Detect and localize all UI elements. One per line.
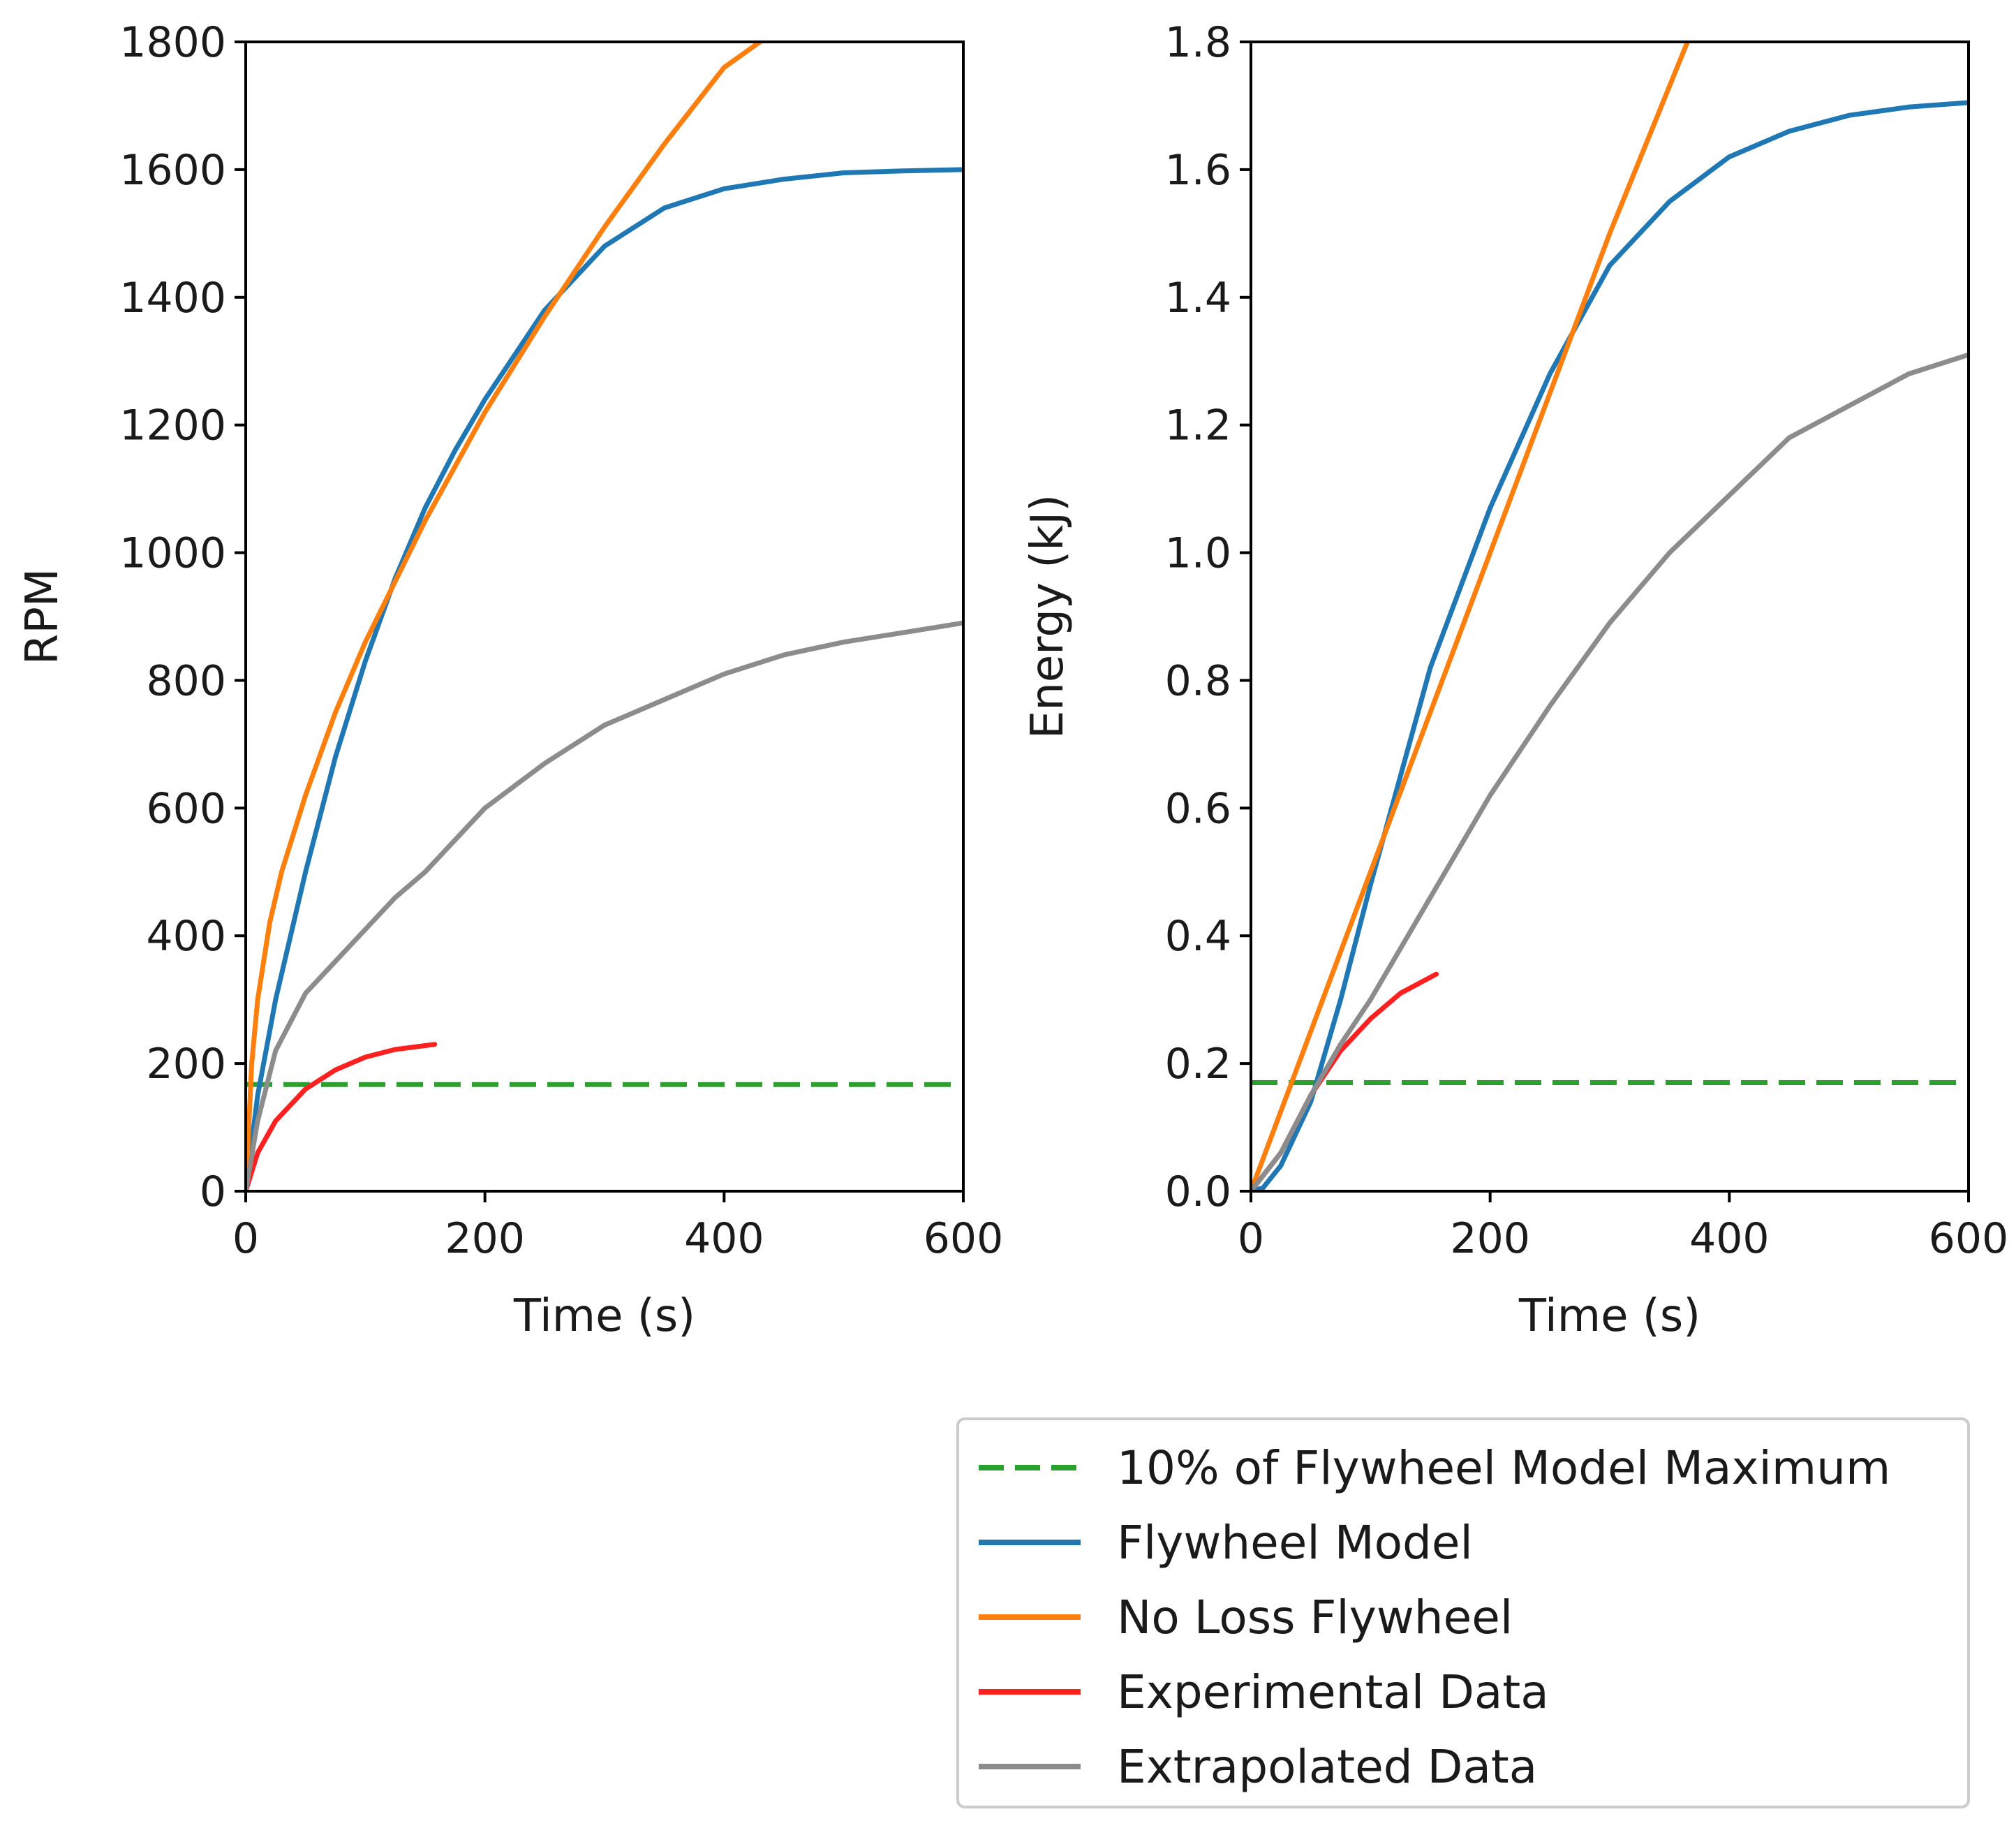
series-line-extrapolated-data	[1251, 352, 1969, 1191]
series-group	[246, 42, 963, 1191]
y-tick-label: 1400	[119, 274, 226, 323]
y-tick-label: 1800	[119, 18, 226, 67]
legend-label-experimental-data: Experimental Data	[1117, 1665, 1549, 1719]
y-tick-label: 0.4	[1165, 912, 1231, 961]
x-tick-label: 400	[684, 1214, 764, 1263]
series-line-flywheel-model	[246, 167, 963, 1191]
y-tick-label: 1.2	[1165, 401, 1231, 450]
legend-label-10-of-flywheel-model-maximum: 10% of Flywheel Model Maximum	[1117, 1441, 1890, 1495]
axes-frame	[244, 40, 965, 1193]
y-tick-label: 0	[200, 1167, 226, 1216]
y-tick-label: 600	[146, 784, 226, 833]
legend-frame	[956, 1417, 1970, 1808]
series-line-extrapolated-data	[246, 620, 963, 1191]
series-line-no-loss-flywheel	[246, 42, 763, 1191]
y-axis-label: RPM	[17, 568, 68, 665]
x-tick-label: 0	[1238, 1214, 1264, 1263]
y-tick-label: 0.2	[1165, 1040, 1231, 1089]
x-tick-label: 200	[445, 1214, 525, 1263]
legend-label-no-loss-flywheel: No Loss Flywheel	[1117, 1591, 1513, 1644]
x-tick-label: 600	[924, 1214, 1004, 1263]
y-tick-label: 1200	[119, 401, 226, 450]
x-tick-label: 400	[1689, 1214, 1770, 1263]
legend-label-extrapolated-data: Extrapolated Data	[1117, 1740, 1537, 1794]
legend-label-flywheel-model: Flywheel Model	[1117, 1516, 1473, 1570]
y-tick-label: 0.8	[1165, 656, 1231, 705]
y-tick-label: 1.6	[1165, 146, 1231, 195]
x-tick-label: 0	[232, 1214, 259, 1263]
rpm-plot: 0 200 400 600 0 200 400 600 800 1000 1200 1400 1600 1…	[17, 18, 1003, 1342]
y-tick-label: 800	[146, 656, 226, 705]
legend: 10% of Flywheel Model Maximum Flywheel Mo…	[956, 1417, 1970, 1808]
y-tick-label: 200	[146, 1040, 226, 1089]
series-line-no-loss-flywheel	[1251, 42, 1690, 1191]
y-tick-label: 0.6	[1165, 784, 1231, 833]
series-group	[1251, 42, 1969, 1191]
x-axis-label: Time (s)	[1518, 1290, 1700, 1342]
x-tick-label: 600	[1929, 1214, 2009, 1263]
y-tick-label: 1.8	[1165, 18, 1231, 67]
y-tick-label: 1000	[119, 529, 226, 578]
axes-frame	[1250, 40, 1970, 1193]
y-tick-label: 400	[146, 912, 226, 961]
x-axis-label: Time (s)	[513, 1290, 695, 1342]
x-tick-label: 200	[1450, 1214, 1530, 1263]
y-axis-label: Energy (kJ)	[1022, 494, 1074, 739]
y-tick-label: 1600	[119, 146, 226, 195]
y-tick-label: 1.0	[1165, 529, 1231, 578]
y-tick-label: 1.4	[1165, 274, 1231, 323]
energy-plot: 0 200 400 600 0.0 0.2 0.4 0.6 0.8 1.0 1.2 1.4 1.6 1.8…	[1022, 18, 2008, 1342]
y-tick-label: 0.0	[1165, 1167, 1231, 1216]
series-line-flywheel-model	[1251, 100, 1969, 1191]
series-line-experimental-data	[246, 1042, 438, 1191]
